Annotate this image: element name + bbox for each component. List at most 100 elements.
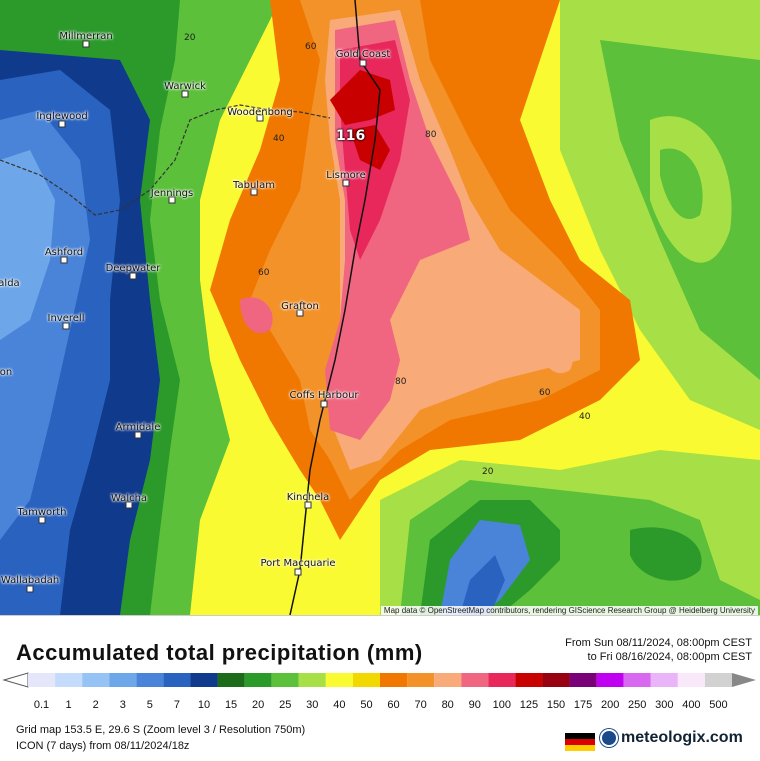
- city-label-armidale: Armidale: [115, 422, 161, 433]
- city-label-tabulam: Tabulam: [233, 180, 275, 191]
- scale-tick-label: 30: [306, 699, 319, 711]
- city-label-gold-coast: Gold Coast: [335, 49, 391, 60]
- legend-panel: Accumulated total precipitation (mm) Fro…: [0, 615, 760, 761]
- scale-swatch: [109, 673, 137, 687]
- map-credit[interactable]: Map data © OpenStreetMap contributors, r…: [380, 606, 758, 615]
- scale-tick-label: 150: [546, 699, 566, 711]
- city-dot: [320, 400, 328, 408]
- scale-swatch: [677, 673, 705, 687]
- scale-tick-label: 2: [92, 699, 99, 711]
- scale-tick-label: 1: [65, 699, 72, 711]
- scale-tick-label: 200: [600, 699, 620, 711]
- max-value-label: 116: [336, 128, 366, 144]
- city-dot: [60, 256, 68, 264]
- city-label-partial: alda: [0, 278, 20, 289]
- scale-swatch: [407, 673, 435, 687]
- scale-swatch: [623, 673, 651, 687]
- contour-label: 60: [305, 42, 317, 52]
- city-label-walcha: Walcha: [110, 493, 148, 504]
- scale-tick-label: 40: [333, 699, 346, 711]
- scale-swatch: [380, 673, 408, 687]
- scale-tick-label: 25: [279, 699, 292, 711]
- scale-swatch: [244, 673, 272, 687]
- contour-label: 60: [258, 268, 270, 278]
- scale-tick-label: 3: [119, 699, 126, 711]
- scale-swatch: [298, 673, 326, 687]
- scale-swatch: [352, 673, 380, 687]
- scale-swatch: [650, 673, 678, 687]
- city-label-coffs-harbour: Coffs Harbour: [289, 390, 359, 401]
- contour-label: 40: [273, 134, 285, 144]
- contour-label: 80: [425, 130, 437, 140]
- contour-label: 40: [579, 412, 591, 422]
- scale-swatch: [55, 673, 83, 687]
- city-dot: [168, 196, 176, 204]
- city-dot: [125, 501, 133, 509]
- city-label-port-macquarie: Port Macquarie: [260, 558, 336, 569]
- brand-name: meteologix.com: [621, 729, 743, 746]
- city-dot: [304, 501, 312, 509]
- city-dot: [342, 179, 350, 187]
- precipitation-map[interactable]: 116 Millmerran Warwick Inglewood Woodenb…: [0, 0, 760, 615]
- city-dot: [134, 431, 142, 439]
- scale-tick-label: 300: [655, 699, 674, 711]
- city-label-kinchela: Kinchela: [286, 492, 330, 503]
- city-dot: [82, 40, 90, 48]
- city-label-tamworth: Tamworth: [17, 507, 67, 518]
- scale-tick-label: 20: [252, 699, 265, 711]
- scale-swatch: [163, 673, 191, 687]
- city-label-deepwater: Deepwater: [105, 263, 161, 274]
- scale-swatch: [488, 673, 516, 687]
- contour-label: 20: [184, 33, 196, 43]
- scale-swatch: [28, 673, 56, 687]
- scale-tick-label: 100: [492, 699, 512, 711]
- scale-swatch: [190, 673, 218, 687]
- legend-title: Accumulated total precipitation (mm): [16, 640, 423, 665]
- scale-tick-label: 400: [682, 699, 701, 711]
- city-label-ashford: Ashford: [44, 247, 84, 258]
- globe-icon: [600, 729, 618, 747]
- contour-label: 80: [395, 377, 407, 387]
- city-dot: [359, 59, 367, 67]
- city-dot: [26, 585, 34, 593]
- city-label-woodenbong: Woodenbong: [227, 107, 293, 118]
- city-dot: [256, 114, 264, 122]
- scale-swatch: [82, 673, 110, 687]
- city-dot: [38, 516, 46, 524]
- city-label-warwick: Warwick: [164, 81, 206, 92]
- city-dot: [62, 322, 70, 330]
- scale-min-arrow: [2, 672, 29, 688]
- scale-swatch: [542, 673, 570, 687]
- scale-swatch: [704, 673, 732, 687]
- scale-tick-label: 0.1: [33, 699, 50, 711]
- city-dot: [181, 90, 189, 98]
- contour-label: 60: [539, 388, 551, 398]
- city-label-inglewood: Inglewood: [36, 111, 88, 122]
- scale-swatch: [569, 673, 597, 687]
- scale-swatch: [217, 673, 245, 687]
- city-dot: [129, 272, 137, 280]
- scale-tick-label: 60: [387, 699, 400, 711]
- scale-tick-label: 7: [173, 699, 180, 711]
- city-dot: [58, 120, 66, 128]
- city-dot: [294, 568, 302, 576]
- scale-swatch: [515, 673, 543, 687]
- scale-tick-label: 80: [441, 699, 454, 711]
- city-label-grafton: Grafton: [281, 301, 319, 312]
- city-label-inverell: Inverell: [47, 313, 85, 324]
- scale-tick-label: 15: [224, 699, 238, 711]
- meteologix-logo[interactable]: meteologix.com: [600, 729, 743, 747]
- scale-swatch: [596, 673, 624, 687]
- scale-swatch: [271, 673, 299, 687]
- scale-tick-label: 5: [146, 699, 153, 711]
- scale-tick-label: 250: [628, 699, 647, 711]
- period-text: From Sun 08/11/2024, 08:00pm CEST to Fri…: [565, 636, 752, 664]
- color-scale: [2, 672, 756, 688]
- city-label-partial: on: [0, 367, 13, 378]
- scale-tick-label: 175: [573, 699, 593, 711]
- contour-label: 20: [482, 467, 494, 477]
- scale-tick-label: 90: [468, 699, 481, 711]
- scale-swatch: [434, 673, 462, 687]
- grid-info: Grid map 153.5 E, 29.6 S (Zoom level 3 /…: [16, 724, 306, 736]
- city-label-lismore: Lismore: [326, 170, 366, 181]
